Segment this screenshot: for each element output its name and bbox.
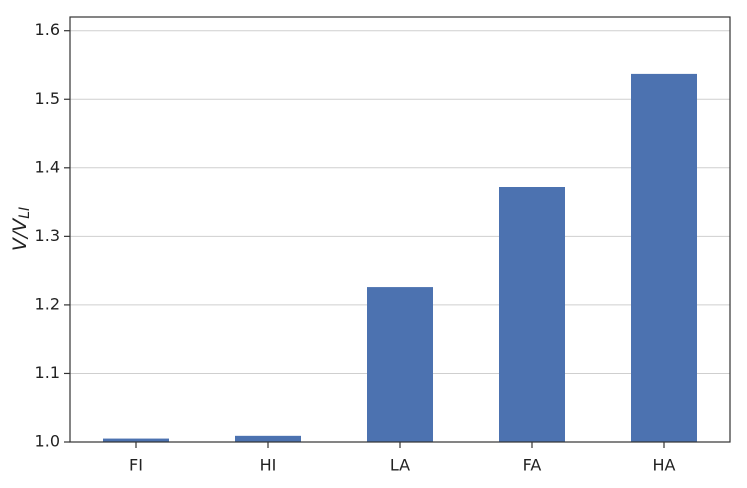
- y-tick-label: 1.4: [35, 157, 60, 176]
- bar: [631, 73, 697, 442]
- y-tick-label: 1.0: [35, 432, 60, 451]
- y-tick-label: 1.6: [35, 20, 60, 39]
- x-tick-label: LA: [390, 456, 410, 475]
- y-axis-label-sub: LI: [17, 207, 33, 219]
- y-axis-label-main: V/V: [9, 217, 31, 251]
- x-tick-label: FA: [523, 456, 542, 475]
- x-tick-label: HI: [260, 456, 277, 475]
- y-tick-label: 1.1: [35, 363, 60, 382]
- bar: [103, 438, 169, 442]
- plot-frame: [69, 16, 731, 443]
- y-tick-label: 1.3: [35, 226, 60, 245]
- bar: [235, 435, 301, 442]
- bar: [367, 287, 433, 442]
- bar: [499, 187, 565, 442]
- y-axis-label: V/VLI: [9, 207, 34, 251]
- x-tick-label: HA: [653, 456, 676, 475]
- y-tick-label: 1.5: [35, 89, 60, 108]
- y-tick-label: 1.2: [35, 294, 60, 313]
- x-tick-label: FI: [129, 456, 143, 475]
